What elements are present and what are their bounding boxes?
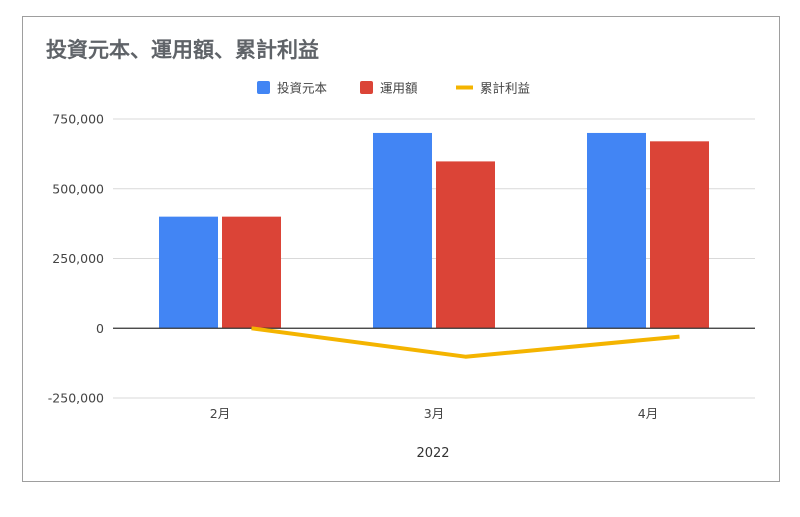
legend-label: 投資元本: [277, 81, 328, 96]
bar: [650, 141, 709, 329]
legend-label: 累計利益: [480, 81, 530, 96]
y-tick-label: 500,000: [52, 181, 104, 196]
bar: [587, 132, 646, 329]
legend-swatch: [257, 81, 270, 94]
x-tick-label: 3月: [424, 406, 444, 421]
y-tick-label: 0: [96, 321, 104, 336]
gridlines: [113, 118, 755, 399]
y-tick-label: 750,000: [52, 112, 104, 127]
x-axis-group-label: 2022: [416, 446, 449, 461]
x-tick-label: 4月: [638, 406, 658, 421]
legend: 投資元本 運用額 累計利益: [257, 81, 530, 96]
legend-swatch: [360, 81, 373, 94]
bar: [222, 216, 281, 329]
series-line: [251, 326, 680, 359]
bar: [436, 161, 495, 329]
legend-label: 運用額: [380, 81, 418, 96]
chart-title: 投資元本、運用額、累計利益: [46, 38, 319, 62]
y-axis-tick-labels: 750,000 500,000 250,000 0 -250,000: [48, 112, 104, 406]
bar: [373, 132, 432, 329]
bar: [159, 216, 218, 329]
line-series: [251, 326, 680, 359]
y-tick-label: -250,000: [48, 391, 104, 406]
bars: [159, 132, 709, 329]
x-tick-label: 2月: [210, 406, 230, 421]
x-axis-tick-labels: 2月 3月 4月: [210, 406, 658, 421]
y-tick-label: 250,000: [52, 251, 104, 266]
